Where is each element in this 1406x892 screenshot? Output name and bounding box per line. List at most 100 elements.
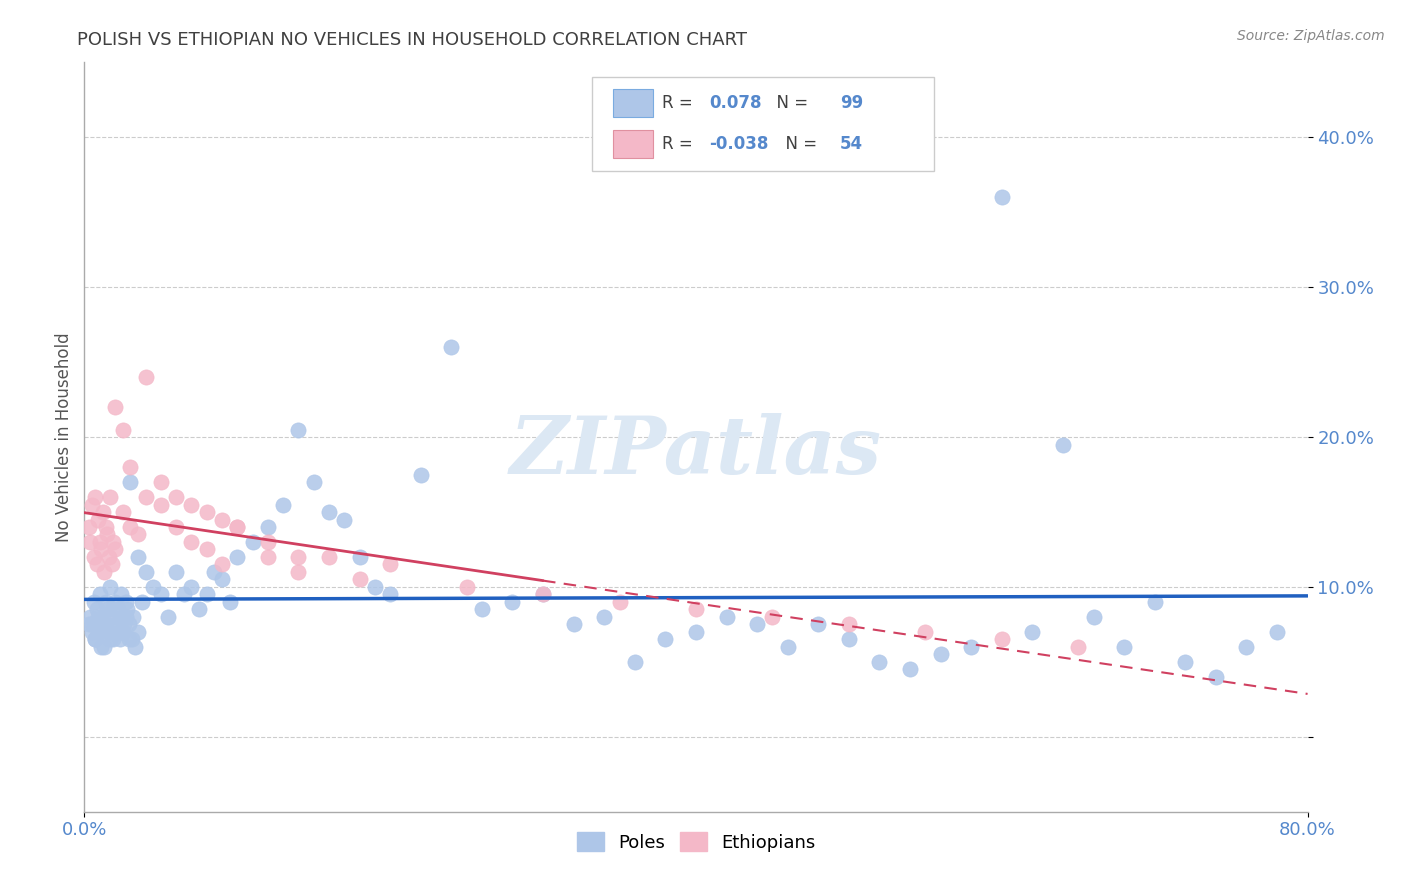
Point — [593, 610, 616, 624]
Point — [98, 580, 121, 594]
Point — [180, 580, 202, 594]
Point — [110, 587, 132, 601]
Point — [195, 587, 218, 601]
Point — [103, 602, 125, 616]
Point — [120, 520, 142, 534]
Text: 99: 99 — [839, 94, 863, 112]
Point — [135, 565, 157, 579]
Point — [807, 617, 830, 632]
Point — [440, 340, 463, 354]
Point — [180, 498, 202, 512]
Point — [302, 475, 325, 489]
Point — [131, 595, 153, 609]
Point — [108, 632, 131, 647]
Point — [165, 565, 187, 579]
Point — [118, 617, 141, 632]
Point — [188, 602, 211, 616]
Point — [79, 610, 101, 624]
Point — [87, 512, 110, 526]
Point — [1265, 624, 1288, 639]
Point — [77, 520, 100, 534]
Text: 54: 54 — [839, 135, 863, 153]
Point — [90, 640, 112, 654]
Point — [333, 512, 356, 526]
Point — [654, 632, 676, 647]
Point — [991, 632, 1014, 647]
Point — [97, 624, 120, 639]
Text: R =: R = — [662, 94, 699, 112]
Point — [89, 587, 111, 601]
Point — [77, 617, 100, 632]
Point — [96, 624, 118, 639]
Point — [112, 617, 135, 632]
Point — [747, 617, 769, 632]
Point — [562, 617, 585, 632]
Point — [318, 549, 340, 564]
Point — [898, 662, 921, 676]
FancyBboxPatch shape — [592, 78, 935, 171]
Point — [349, 549, 371, 564]
Point — [287, 565, 309, 579]
Point — [103, 535, 125, 549]
Point — [502, 595, 524, 609]
Point — [211, 558, 233, 572]
Point — [1174, 655, 1197, 669]
Point — [838, 617, 860, 632]
Point — [195, 542, 218, 557]
Point — [257, 535, 280, 549]
Point — [180, 535, 202, 549]
Y-axis label: No Vehicles in Household: No Vehicles in Household — [55, 332, 73, 542]
Bar — [613, 89, 652, 117]
Point — [1083, 610, 1105, 624]
Point — [91, 505, 114, 519]
Point — [79, 535, 101, 549]
Point — [84, 490, 107, 504]
Point — [1021, 624, 1043, 639]
Point — [380, 587, 402, 601]
Point — [685, 624, 707, 639]
Point — [226, 549, 249, 564]
Point — [108, 624, 131, 639]
Point — [157, 610, 180, 624]
Point — [111, 624, 134, 639]
Point — [165, 490, 187, 504]
Point — [929, 648, 952, 662]
Point — [287, 423, 309, 437]
Point — [122, 610, 145, 624]
Point — [624, 655, 647, 669]
Point — [105, 617, 128, 632]
Point — [609, 595, 631, 609]
Point — [80, 498, 103, 512]
Point — [93, 640, 115, 654]
Point — [90, 617, 112, 632]
Point — [86, 602, 108, 616]
Point — [120, 475, 142, 489]
Point — [409, 467, 432, 482]
Point — [173, 587, 195, 601]
Point — [211, 512, 233, 526]
Point — [127, 624, 149, 639]
Point — [914, 624, 936, 639]
Point — [257, 549, 280, 564]
Point — [531, 587, 554, 601]
Point — [211, 573, 233, 587]
Point — [87, 610, 110, 624]
Point — [107, 602, 129, 616]
Point — [96, 602, 118, 616]
Point — [471, 602, 494, 616]
Text: N =: N = — [775, 135, 823, 153]
Text: R =: R = — [662, 135, 699, 153]
Point — [83, 595, 105, 609]
Point — [114, 610, 136, 624]
Point — [111, 423, 134, 437]
Point — [149, 587, 172, 601]
Point — [84, 632, 107, 647]
Point — [349, 573, 371, 587]
Point — [716, 610, 738, 624]
Text: Source: ZipAtlas.com: Source: ZipAtlas.com — [1237, 29, 1385, 43]
Point — [838, 632, 860, 647]
Point — [104, 595, 127, 609]
Text: POLISH VS ETHIOPIAN NO VEHICLES IN HOUSEHOLD CORRELATION CHART: POLISH VS ETHIOPIAN NO VEHICLES IN HOUSE… — [77, 31, 748, 49]
Point — [89, 535, 111, 549]
Point — [149, 475, 172, 489]
